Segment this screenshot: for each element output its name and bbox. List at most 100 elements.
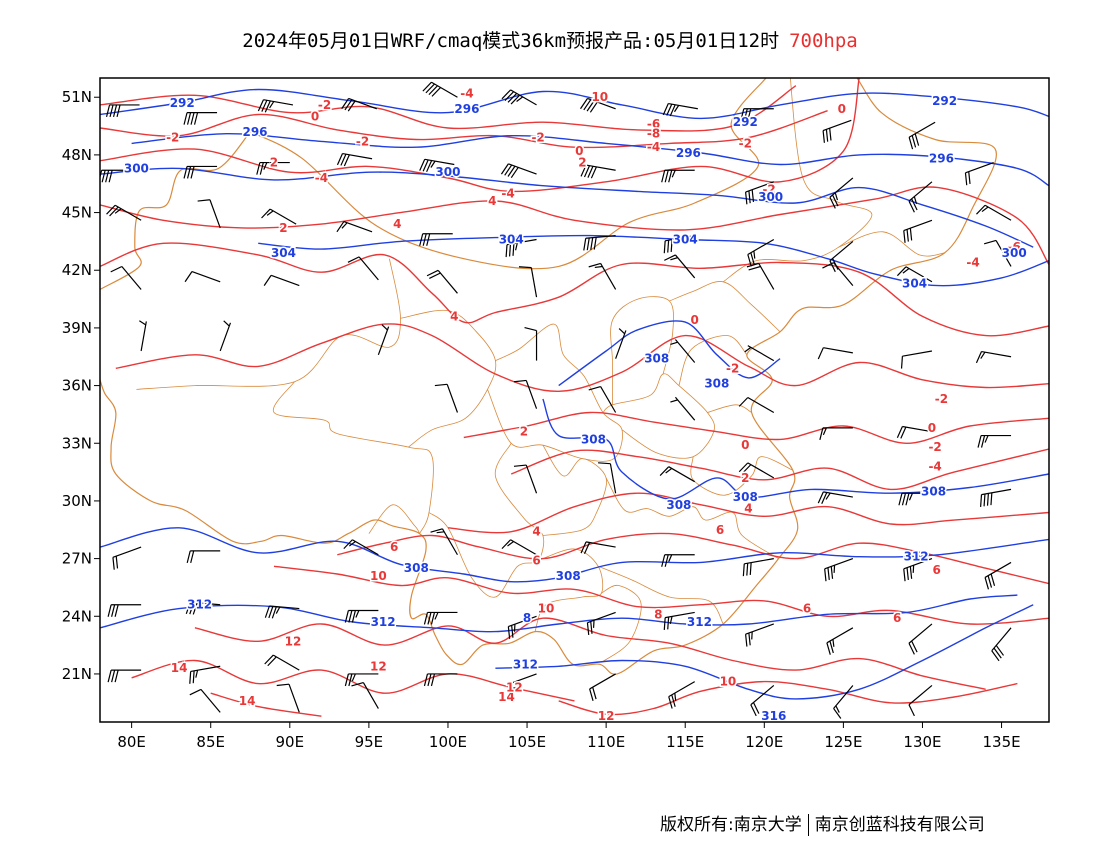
- wind-barb-feather: [513, 464, 527, 467]
- wind-barb-staff: [530, 267, 538, 298]
- x-tick-label: 120E: [745, 733, 783, 751]
- temperature-contour: [558, 680, 1018, 716]
- copyright-right: 南京创蓝科技有限公司: [814, 815, 985, 835]
- y-tick-label: 42N: [62, 261, 92, 279]
- wind-barb-feather: [343, 539, 353, 550]
- wind-barb-feather: [580, 541, 587, 554]
- y-tick-label: 48N: [62, 146, 92, 164]
- wind-barb: [186, 550, 221, 564]
- wind-barb-feather: [748, 190, 751, 204]
- wind-barb: [663, 235, 695, 254]
- province-border: [368, 504, 420, 534]
- wind-barb-feather: [908, 200, 915, 213]
- wind-barb-feather: [195, 670, 199, 678]
- wind-barb-feather: [825, 492, 831, 500]
- wind-barb: [588, 262, 617, 290]
- wind-barb-feather: [340, 153, 347, 166]
- geopotential-label: 296: [929, 152, 954, 166]
- wind-barb-feather: [908, 137, 914, 150]
- wind-barb: [276, 683, 300, 713]
- geopotential-label: 300: [758, 190, 783, 204]
- province-border: [669, 281, 781, 333]
- wind-barb-feather: [911, 135, 917, 148]
- wind-barb: [501, 89, 537, 106]
- wind-barb-feather: [742, 563, 745, 577]
- wind-barb: [430, 528, 458, 556]
- wind-barb-staff: [587, 97, 616, 110]
- wind-barb-staff: [525, 380, 538, 409]
- wind-barb-feather: [592, 687, 597, 700]
- wind-barb-feather: [827, 567, 830, 581]
- wind-barb-feather: [261, 100, 268, 112]
- wind-barb: [183, 165, 218, 179]
- wind-barb-feather: [817, 347, 824, 360]
- wind-barb-staff: [908, 121, 936, 138]
- wind-barb-staff: [424, 158, 455, 166]
- wind-barb-feather: [257, 99, 264, 112]
- wind-barb-feather: [981, 206, 989, 213]
- wind-barb: [419, 158, 455, 173]
- wind-barb-feather: [431, 87, 442, 97]
- temperature-label: -4: [315, 171, 328, 185]
- wind-barb-staff: [190, 665, 221, 673]
- wind-barb-feather: [746, 563, 749, 576]
- wind-barb: [745, 623, 774, 647]
- wind-barb-feather: [109, 104, 114, 118]
- wind-barb-staff: [209, 199, 221, 229]
- wind-barb-staff: [437, 269, 458, 294]
- wind-barb-staff: [905, 266, 933, 283]
- wind-barb-feather: [430, 528, 443, 533]
- wind-barb-feather: [976, 204, 986, 215]
- wind-barb: [513, 379, 538, 409]
- wind-barb: [670, 396, 696, 421]
- wind-barb-feather: [746, 262, 759, 268]
- wind-barb-feather: [518, 266, 532, 269]
- wind-barb-feather: [115, 556, 119, 569]
- wind-barb-feather: [987, 575, 993, 588]
- wind-barb-feather: [105, 170, 110, 183]
- wind-barb-feather: [903, 230, 906, 243]
- province-border: [400, 309, 497, 448]
- x-tick-label: 80E: [117, 733, 146, 751]
- wind-barb-feather: [510, 167, 519, 179]
- wind-barb-feather: [511, 682, 514, 696]
- wind-barb-staff: [431, 81, 458, 98]
- wind-barb: [668, 681, 696, 709]
- wind-barb-staff: [826, 627, 854, 644]
- temperature-label: 2: [520, 425, 528, 439]
- wind-barb: [984, 561, 1012, 590]
- wind-barb-feather: [589, 688, 594, 701]
- wind-barb-feather: [422, 159, 429, 172]
- wind-barb: [263, 274, 300, 287]
- y-tick-label: 24N: [62, 607, 92, 625]
- wind-barb-feather: [669, 616, 673, 624]
- y-tick-label: 27N: [62, 550, 92, 568]
- temperature-contour: [131, 659, 575, 702]
- wind-barb-feather: [668, 696, 673, 709]
- wind-barb-feather: [909, 566, 913, 579]
- wind-barb-feather: [515, 242, 518, 251]
- wind-barb-feather: [833, 708, 842, 719]
- wind-barb-feather: [516, 96, 524, 102]
- wind-barb-staff: [665, 235, 695, 242]
- temperature-contour: [100, 85, 797, 132]
- wind-barb-feather: [911, 198, 918, 211]
- wind-barb-feather: [223, 320, 230, 327]
- wind-barb: [746, 262, 775, 290]
- wind-barb-feather: [750, 704, 757, 717]
- wind-barb: [750, 685, 775, 717]
- wind-barb-feather: [343, 154, 350, 167]
- wind-barb-feather: [666, 103, 673, 116]
- wind-barb-feather: [751, 189, 755, 203]
- wind-barb-staff: [288, 683, 300, 713]
- geopotential-label: 308: [704, 377, 729, 391]
- wind-barb: [819, 427, 853, 441]
- wind-barb: [980, 488, 1012, 507]
- wind-barb-feather: [824, 568, 827, 582]
- geopotential-label: 292: [170, 96, 195, 110]
- wind-barb-staff: [609, 463, 617, 494]
- wind-barb: [747, 238, 775, 267]
- wind-barb-feather: [984, 577, 990, 590]
- wind-barb-feather: [263, 275, 272, 286]
